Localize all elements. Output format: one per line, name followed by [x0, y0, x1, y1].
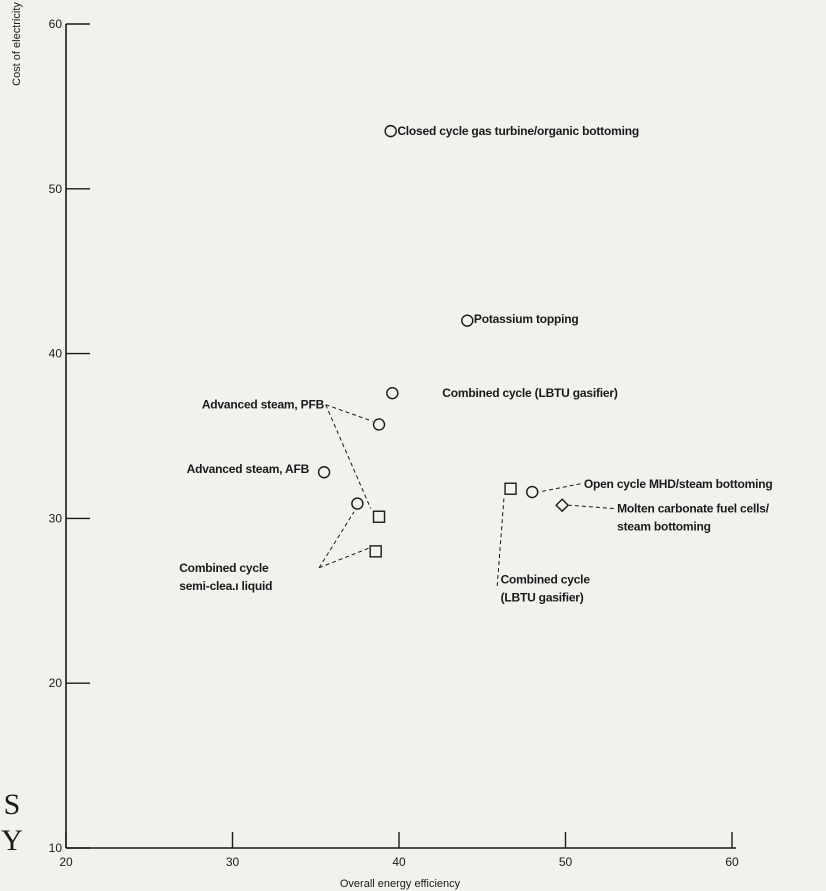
point-annotation: Advanced steam, AFB — [187, 462, 310, 476]
annotation-line: Molten carbonate fuel cells/ — [617, 502, 770, 516]
annotation-line: semi-clea.ı liquid — [179, 579, 272, 593]
circle-point — [461, 314, 474, 327]
x-tick-label: 40 — [392, 855, 406, 869]
annotation-line: Open cycle MHD/steam bottoming — [584, 477, 773, 491]
margin-glyph: S — [4, 788, 21, 821]
semi-clean-leader-2 — [318, 547, 370, 569]
x-tick-label: 20 — [59, 855, 73, 869]
square-point — [372, 510, 386, 523]
point-annotation: Advanced steam, PFB — [202, 398, 325, 412]
margin-glyph: Y — [1, 824, 23, 857]
circle-point — [386, 386, 399, 400]
annotation-line: (LBTU gasifier) — [501, 590, 584, 604]
leader-lines — [318, 404, 614, 587]
data-points — [317, 124, 570, 558]
annotation-line: Closed cycle gas turbine/organic bottomi… — [397, 124, 639, 138]
pfb-leader-2 — [325, 404, 372, 509]
circle-point — [526, 485, 539, 499]
margin-glyphs: SY — [1, 788, 23, 857]
point-annotation: Potassium topping — [474, 312, 579, 326]
mhd-leader — [538, 483, 581, 493]
y-tick-label: 60 — [49, 17, 63, 31]
annotation-line: Combined cycle — [179, 561, 269, 575]
diamond-point — [555, 498, 570, 513]
y-tick-label: 40 — [49, 347, 63, 361]
square-point — [369, 545, 382, 558]
point-annotation: Open cycle MHD/steam bottoming — [584, 477, 773, 491]
point-annotation: Molten carbonate fuel cells/steam bottom… — [617, 502, 770, 534]
circle-point — [351, 497, 364, 510]
circle-point — [384, 124, 397, 138]
x-tick-label: 50 — [559, 855, 573, 869]
y-tick-label: 10 — [49, 841, 63, 855]
y-tick-label: 30 — [49, 511, 63, 525]
y-axis-label: Cost of electricity — [11, 2, 23, 86]
mcfc-leader — [568, 504, 614, 509]
annotations: Closed cycle gas turbine/organic bottomi… — [179, 124, 772, 604]
point-annotation: Combined cycle (LBTU gasifier) — [442, 386, 618, 400]
annotation-line: Potassium topping — [474, 312, 579, 326]
axes — [65, 24, 736, 849]
circle-point — [317, 466, 331, 479]
lbtu-leader — [496, 498, 505, 587]
pfb-leader-1 — [325, 404, 373, 422]
annotation-line: steam bottoming — [617, 520, 711, 534]
semi-clean-leader-1 — [318, 511, 355, 569]
point-annotation: Combined cycle (LBTU gasifier) — [501, 572, 591, 604]
point-annotation: Closed cycle gas turbine/organic bottomi… — [397, 124, 639, 138]
annotation-line: Combined cycle (LBTU gasifier) — [442, 386, 618, 400]
point-annotation: Combined cycle semi-clea.ı liquid — [179, 561, 272, 593]
x-tick-label: 60 — [725, 855, 739, 869]
annotation-line: Combined cycle — [501, 572, 591, 586]
square-point — [504, 482, 517, 495]
y-tick-label: 50 — [49, 182, 63, 196]
y-tick-label: 20 — [49, 676, 63, 690]
annotation-line: Advanced steam, PFB — [202, 398, 325, 412]
annotation-line: Advanced steam, AFB — [187, 462, 310, 476]
x-tick-label: 30 — [226, 855, 240, 869]
x-axis-label: Overall energy efficiency — [340, 878, 461, 890]
circle-point — [372, 418, 386, 431]
